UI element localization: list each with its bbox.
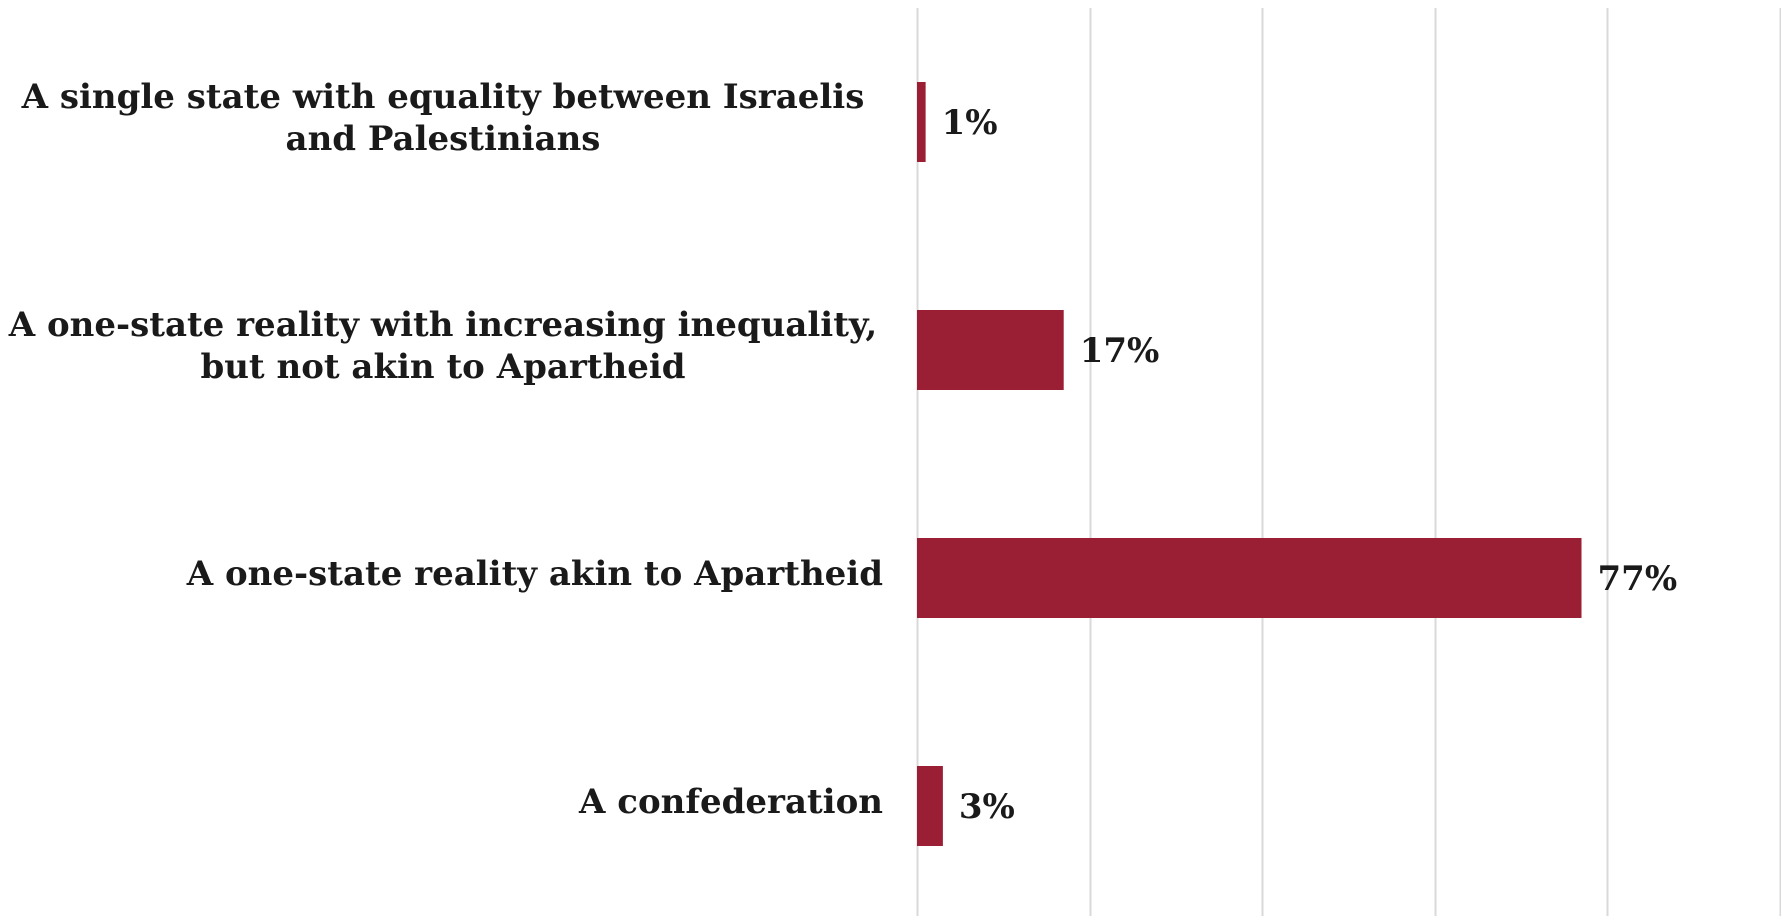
category-label-line: A single state with equality between Isr… — [21, 77, 865, 117]
category-label-line: A one-state reality with increasing ineq… — [8, 305, 878, 345]
bar — [917, 310, 1064, 390]
bar — [917, 538, 1582, 618]
category-label-line: A one-state reality akin to Apartheid — [186, 554, 883, 594]
category-label: A one-state reality with increasing ineq… — [3, 304, 883, 388]
category-label: A single state with equality between Isr… — [3, 76, 883, 160]
data-label: 17% — [1080, 331, 1160, 371]
data-label: 1% — [942, 103, 998, 143]
bar — [917, 766, 943, 846]
category-label-line: and Palestinians — [285, 119, 601, 159]
category-label: A confederation — [3, 781, 883, 823]
category-label-line: but not akin to Apartheid — [200, 347, 686, 387]
data-label: 3% — [959, 787, 1015, 827]
bar — [917, 82, 926, 162]
data-label: 77% — [1598, 559, 1678, 599]
category-label: A one-state reality akin to Apartheid — [3, 553, 883, 595]
category-label-line: A confederation — [579, 782, 883, 822]
